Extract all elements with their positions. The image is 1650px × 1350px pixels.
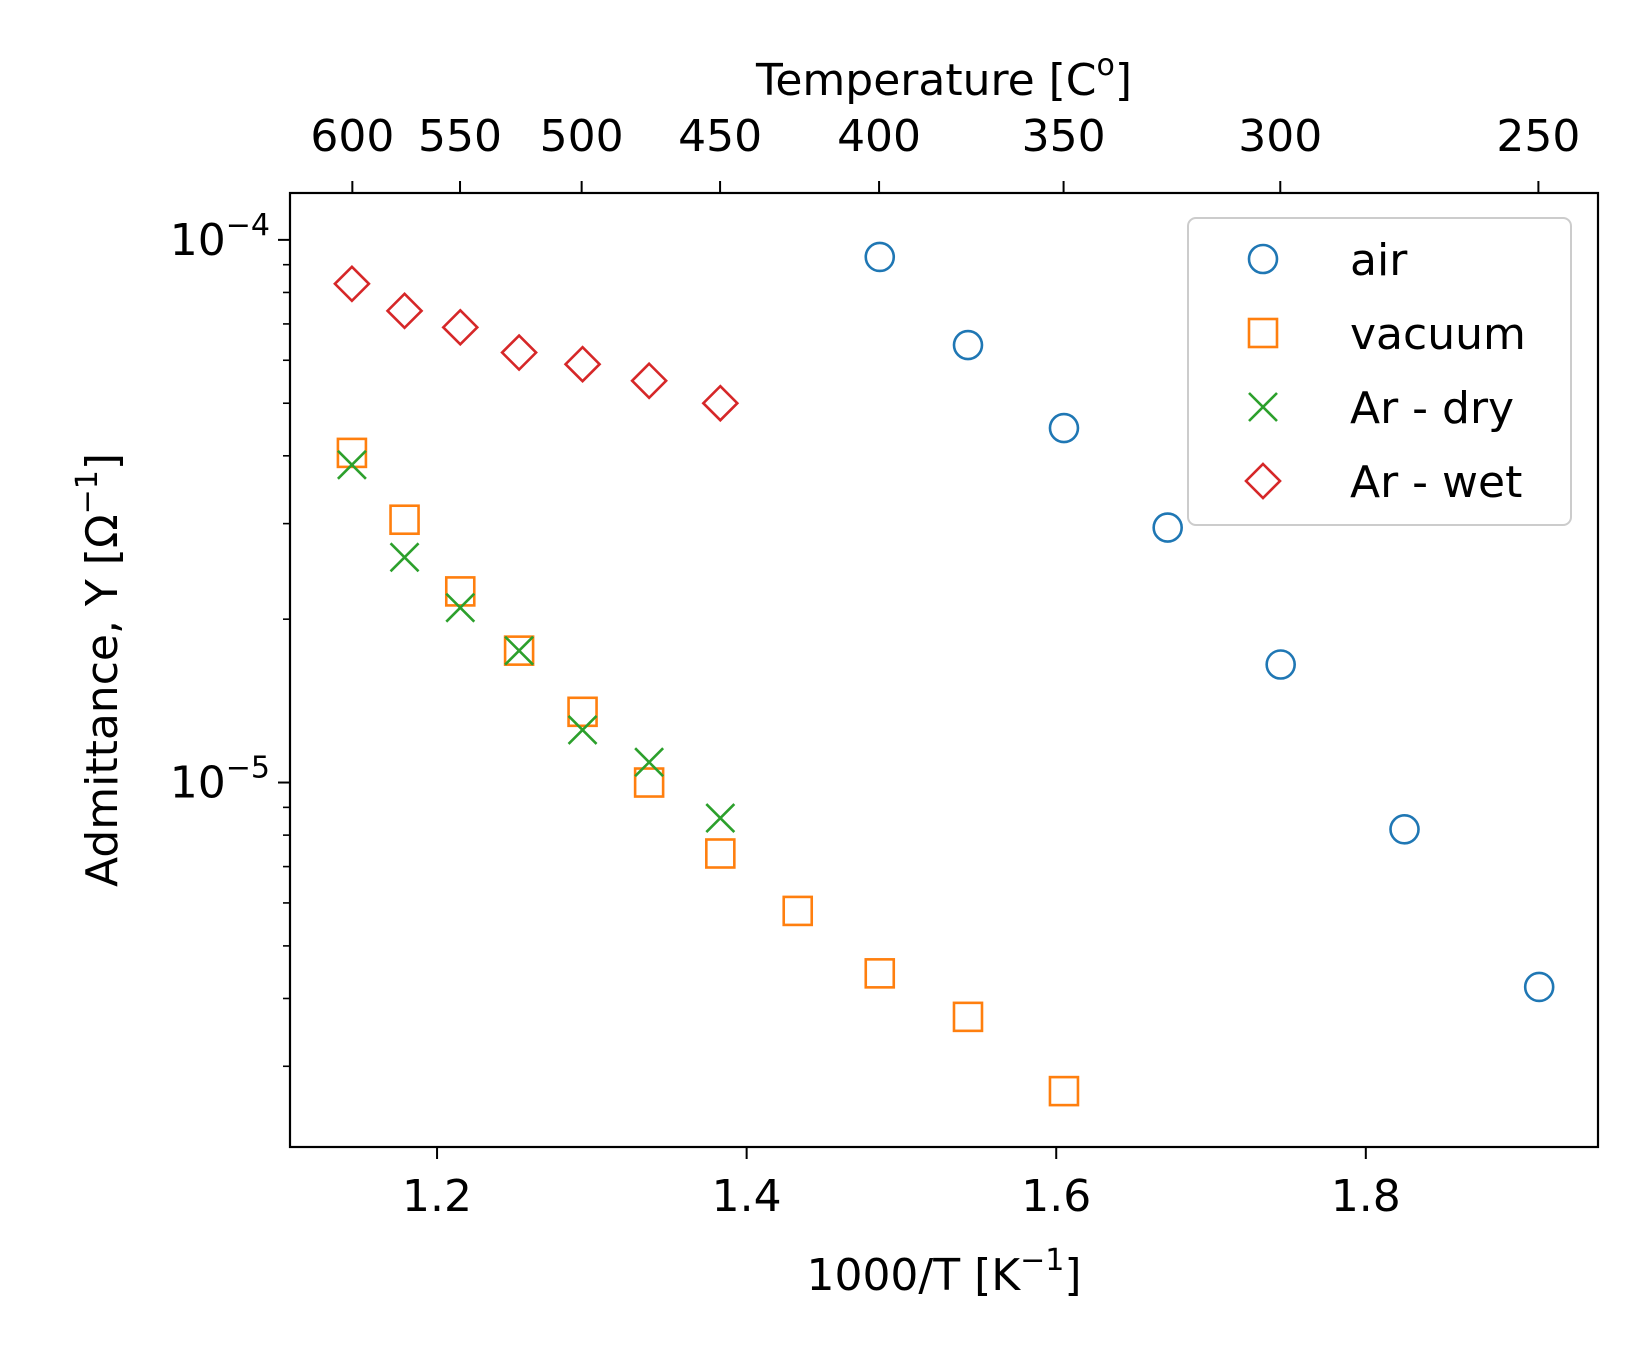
legend: air vacuum Ar - dry Ar - wet bbox=[1187, 217, 1572, 526]
data-series-layer bbox=[333, 241, 1555, 1107]
data-point bbox=[952, 329, 984, 361]
data-point bbox=[445, 592, 476, 623]
legend-marker bbox=[1244, 462, 1282, 500]
series-air bbox=[864, 241, 1555, 1003]
x-tick-label: 1.4 bbox=[712, 1171, 782, 1222]
data-point bbox=[1265, 649, 1296, 680]
x-tick-label: 1.8 bbox=[1331, 1171, 1401, 1222]
top-tick-label: 550 bbox=[418, 111, 502, 162]
top-tick-label: 400 bbox=[837, 111, 921, 162]
y-tick-label-exponent: −4 bbox=[226, 208, 270, 243]
top-tick-label: 500 bbox=[540, 111, 624, 162]
y-tick-label-base: 10 bbox=[170, 215, 226, 266]
series-ar-dry bbox=[336, 449, 736, 833]
legend-label: air bbox=[1350, 235, 1408, 286]
y-tick-label: 10−4 bbox=[170, 208, 270, 266]
y-tick-label-exponent: −5 bbox=[226, 751, 270, 786]
data-point bbox=[705, 803, 736, 833]
left-y-axis: 10−510−4 bbox=[170, 208, 290, 1068]
y-axis-title-tail: ] bbox=[77, 453, 128, 470]
top-tick-label: 300 bbox=[1238, 111, 1322, 162]
top-axis-title-tail: ] bbox=[1115, 55, 1132, 106]
bottom-x-axis: 1.2 1.4 1.6 1.8 bbox=[402, 1147, 1401, 1222]
data-point bbox=[333, 264, 371, 303]
data-point bbox=[563, 345, 602, 384]
data-point bbox=[444, 576, 476, 607]
top-temperature-axis: 600 550 500 450 400 350 300 250 bbox=[310, 111, 1580, 193]
legend-marker bbox=[1247, 317, 1279, 349]
top-axis-title: Temperature [Co] bbox=[755, 48, 1132, 106]
data-point bbox=[389, 542, 420, 573]
data-point bbox=[630, 361, 668, 400]
data-point bbox=[705, 838, 736, 869]
legend-label: Ar - wet bbox=[1350, 457, 1522, 508]
top-tick-label: 350 bbox=[1022, 111, 1106, 162]
x-axis-title-tail: ] bbox=[1064, 1250, 1081, 1301]
data-point bbox=[504, 635, 535, 666]
legend-box bbox=[1187, 217, 1572, 526]
x-axis-title: 1000/T [K−1] bbox=[806, 1243, 1081, 1301]
data-point bbox=[389, 504, 420, 536]
data-point bbox=[633, 767, 665, 798]
series-ar-wet bbox=[333, 264, 740, 423]
x-axis-title-sup: −1 bbox=[1020, 1243, 1064, 1278]
data-point bbox=[500, 333, 538, 372]
y-tick-label-base: 10 bbox=[170, 758, 226, 809]
data-point bbox=[1048, 412, 1080, 444]
data-point bbox=[782, 895, 814, 927]
top-tick-label: 450 bbox=[678, 111, 762, 162]
data-point bbox=[567, 715, 598, 745]
legend-label: Ar - dry bbox=[1350, 383, 1514, 434]
data-point bbox=[701, 384, 740, 423]
plot-frame bbox=[288, 191, 1600, 1149]
y-tick-label: 10−5 bbox=[170, 751, 270, 809]
y-axis-title-text: Admittance, Y [Ω bbox=[77, 514, 128, 887]
data-point bbox=[634, 747, 665, 778]
data-point bbox=[567, 696, 598, 728]
data-point bbox=[952, 1001, 984, 1033]
data-point bbox=[385, 291, 424, 330]
data-point bbox=[336, 437, 368, 469]
data-point bbox=[1152, 512, 1183, 543]
x-axis-title-text: 1000/T [K bbox=[806, 1250, 1021, 1301]
series-vacuum bbox=[336, 437, 1080, 1107]
top-tick-label: 250 bbox=[1496, 111, 1580, 162]
legend-label: vacuum bbox=[1350, 309, 1526, 360]
data-point bbox=[503, 635, 535, 666]
data-point bbox=[441, 308, 480, 347]
legend-marker bbox=[1247, 243, 1279, 275]
x-tick-label: 1.6 bbox=[1021, 1171, 1091, 1222]
y-axis-title: Admittance, Y [Ω−1] bbox=[70, 453, 128, 887]
y-axis-title-sup: −1 bbox=[70, 470, 105, 514]
data-point bbox=[864, 241, 896, 273]
legend-marker bbox=[1248, 392, 1278, 422]
data-point bbox=[1523, 971, 1555, 1003]
data-point bbox=[1389, 814, 1420, 845]
data-point bbox=[1048, 1075, 1080, 1107]
top-axis-title-text: Temperature [C bbox=[755, 55, 1097, 106]
data-point bbox=[336, 449, 367, 480]
top-tick-label: 600 bbox=[310, 111, 394, 162]
data-point bbox=[864, 958, 896, 989]
x-tick-label: 1.2 bbox=[402, 1171, 472, 1222]
top-axis-title-sup: o bbox=[1097, 48, 1115, 83]
